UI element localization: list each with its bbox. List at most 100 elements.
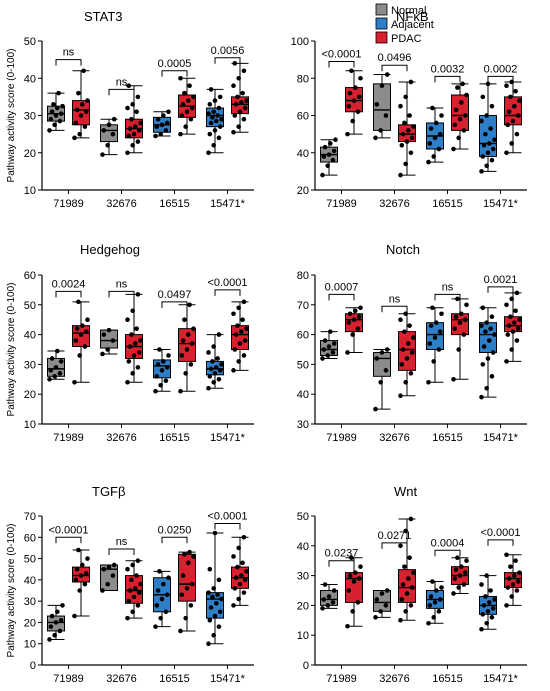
data-point <box>459 100 464 105</box>
significance-label: ns <box>116 278 128 290</box>
data-point <box>349 68 354 74</box>
data-point <box>456 347 462 352</box>
data-point <box>183 371 188 376</box>
data-point <box>513 88 518 94</box>
data-point <box>404 139 410 144</box>
data-point <box>82 344 88 349</box>
data-point <box>219 362 224 367</box>
data-point <box>52 122 57 128</box>
data-point <box>404 591 410 596</box>
data-point <box>345 131 350 137</box>
data-point <box>212 128 218 133</box>
data-point <box>180 573 186 578</box>
data-point <box>58 359 64 364</box>
data-point <box>434 320 439 325</box>
y-tick-label: 20 <box>24 389 36 401</box>
significance-bracket <box>55 59 82 66</box>
data-point <box>184 347 190 352</box>
data-point <box>460 81 465 87</box>
data-point <box>110 338 116 343</box>
data-point <box>479 626 484 632</box>
significance-label: 0.0056 <box>211 45 245 57</box>
y-axis-label: Pathway activity score (0-100) <box>6 49 17 183</box>
data-point <box>55 348 60 354</box>
data-point <box>406 128 411 133</box>
data-point <box>351 98 357 103</box>
y-tick-label: 30 <box>24 596 36 608</box>
data-point <box>505 122 511 128</box>
data-point <box>462 113 468 118</box>
data-point <box>133 124 138 129</box>
data-point <box>53 113 59 118</box>
data-point <box>513 558 518 563</box>
data-point <box>480 362 486 367</box>
y-tick-label: 50 <box>24 554 36 566</box>
data-point <box>325 163 331 169</box>
data-point <box>100 152 105 157</box>
data-point <box>47 377 52 382</box>
data-point <box>233 102 239 107</box>
data-point <box>236 545 241 551</box>
data-point <box>356 94 362 100</box>
data-point <box>101 128 107 133</box>
data-point <box>232 61 238 66</box>
data-point <box>131 353 137 358</box>
data-point <box>355 600 361 605</box>
data-point <box>136 350 142 355</box>
data-point <box>47 128 52 133</box>
data-point <box>166 575 171 581</box>
data-point <box>331 588 337 593</box>
data-point <box>452 576 458 581</box>
y-tick-label: 70 <box>297 300 309 312</box>
data-point <box>373 615 378 620</box>
x-tick-label: 32676 <box>379 432 410 444</box>
data-point <box>138 338 143 343</box>
data-point <box>49 356 55 361</box>
data-point <box>76 299 81 305</box>
data-point <box>164 365 170 370</box>
data-point <box>512 573 517 578</box>
data-point <box>57 628 63 634</box>
data-point <box>78 332 84 337</box>
significance-label: 0.0004 <box>431 537 465 549</box>
y-tick-label: 40 <box>297 148 309 160</box>
data-point <box>439 113 444 118</box>
data-point <box>374 356 380 361</box>
data-point <box>326 594 332 599</box>
data-point <box>408 150 414 156</box>
data-point <box>163 128 169 133</box>
data-point <box>134 109 139 115</box>
data-point <box>111 116 117 122</box>
data-point <box>186 332 191 337</box>
significance-bracket <box>487 75 514 83</box>
significance-label: 0.0005 <box>158 58 192 70</box>
data-point <box>212 371 218 376</box>
data-point <box>241 534 247 540</box>
data-point <box>211 143 216 148</box>
data-point <box>244 98 249 103</box>
data-point <box>129 116 134 122</box>
data-point <box>189 581 195 587</box>
data-point <box>402 120 407 126</box>
data-point <box>400 347 406 352</box>
data-point <box>484 385 490 391</box>
data-point <box>432 335 438 340</box>
data-point <box>136 128 142 133</box>
data-point <box>153 624 158 629</box>
data-point <box>241 353 247 358</box>
x-tick-label: 71989 <box>326 673 357 685</box>
significance-bracket <box>381 305 408 313</box>
data-point <box>77 588 82 593</box>
data-point <box>434 120 439 126</box>
data-point <box>83 329 89 334</box>
data-point <box>206 350 211 355</box>
y-tick-label: 10 <box>24 419 36 431</box>
data-point <box>179 353 185 358</box>
data-point <box>212 530 218 536</box>
x-tick-label: 32676 <box>106 673 137 685</box>
data-point <box>358 305 363 311</box>
data-point <box>403 311 409 317</box>
data-point <box>48 116 54 122</box>
data-point <box>49 109 55 115</box>
data-point <box>457 573 463 578</box>
